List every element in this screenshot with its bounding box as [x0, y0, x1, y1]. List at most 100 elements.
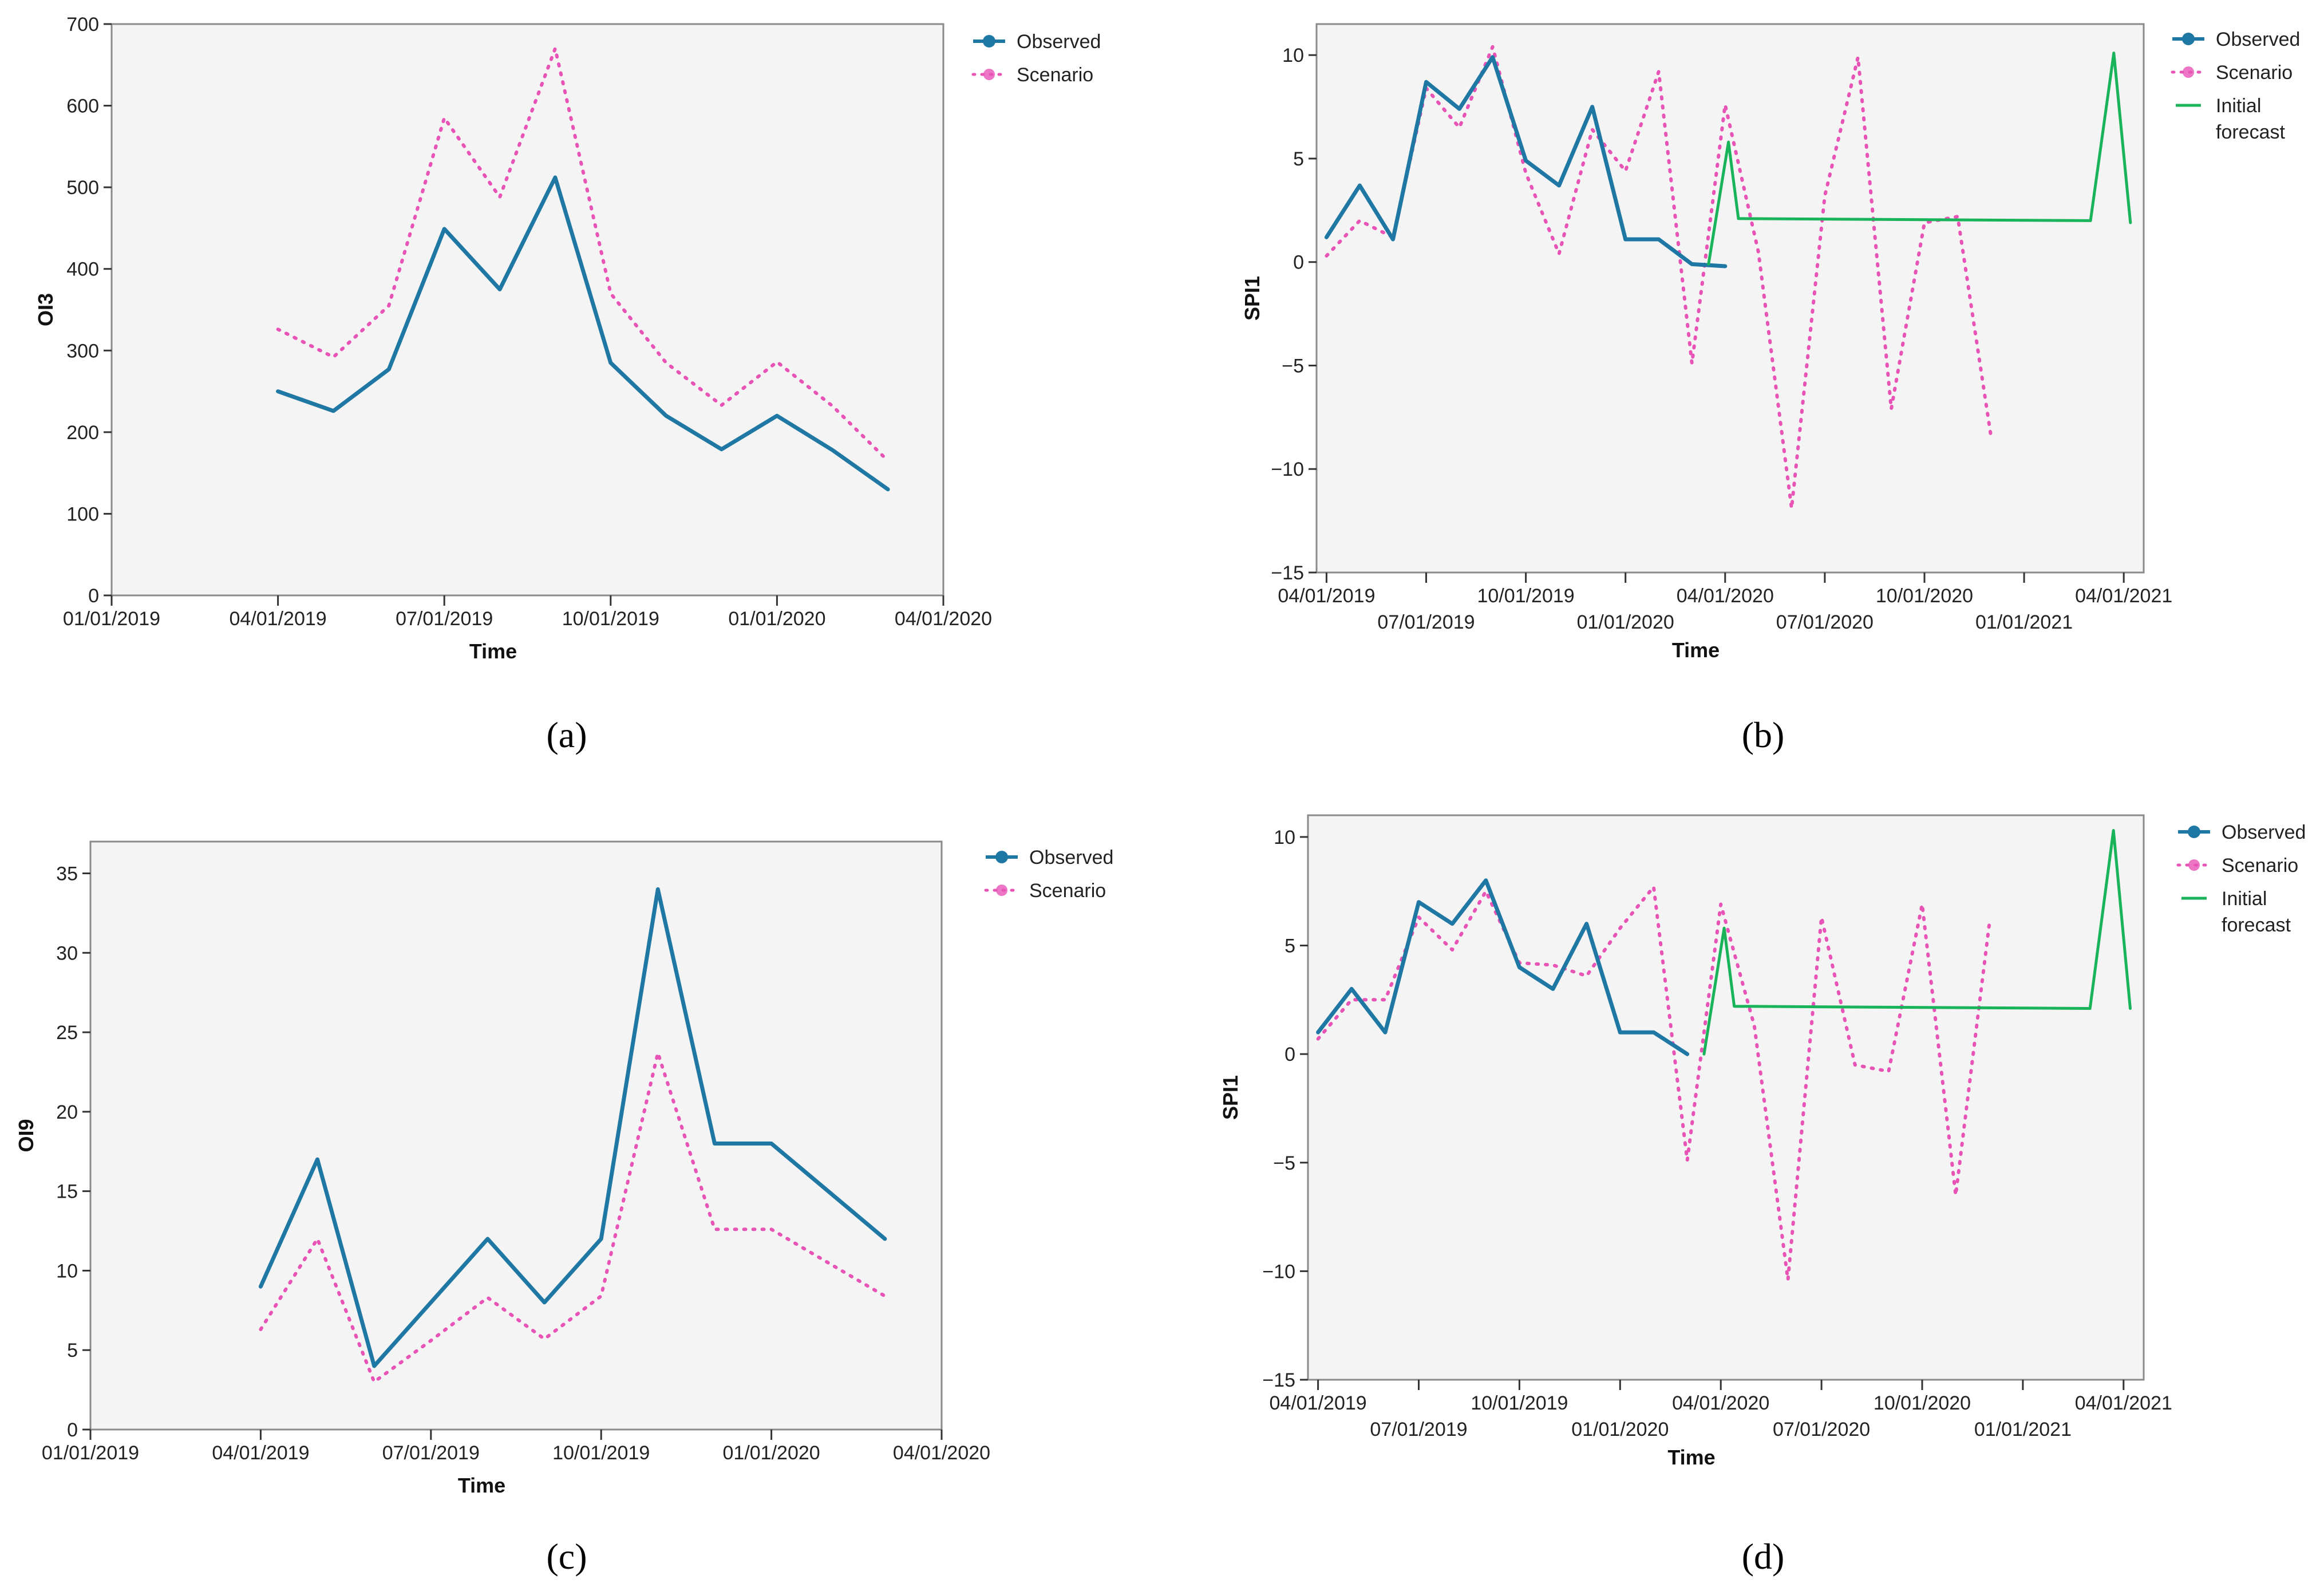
x-tick-label: 04/01/2021 — [2075, 585, 2172, 607]
y-tick-label: 5 — [1284, 935, 1295, 957]
x-tick-label: 01/01/2020 — [723, 1442, 820, 1464]
y-tick-label: 300 — [66, 340, 99, 362]
x-tick-label: 04/01/2019 — [1270, 1392, 1367, 1414]
x-tick-label: 07/01/2019 — [1377, 611, 1475, 633]
plot-area — [110, 23, 944, 597]
series-line-scenario — [276, 46, 890, 463]
x-axis-title: Time — [1672, 638, 1720, 662]
x-tick-label: 04/01/2020 — [893, 1442, 990, 1464]
y-tick-label: 35 — [56, 863, 78, 885]
y-tick-label: 30 — [56, 942, 78, 964]
y-tick-label: −15 — [1271, 562, 1304, 584]
legend-marker-observed — [2188, 826, 2200, 838]
legend-marker-scenario — [2183, 66, 2194, 78]
x-tick-label: 01/01/2021 — [1974, 1419, 2072, 1440]
plot-area — [1315, 23, 2145, 574]
y-tick-label: 5 — [67, 1340, 78, 1361]
legend-marker-scenario — [996, 885, 1007, 896]
legend-label-scenario: Scenario — [1017, 64, 1093, 86]
y-axis-title: SPI1 — [1219, 1075, 1242, 1120]
x-tick-label: 01/01/2020 — [728, 608, 825, 630]
series-line-observed — [258, 887, 887, 1368]
legend-label-observed: Observed — [2216, 29, 2300, 50]
x-tick-label: 01/01/2020 — [1577, 611, 1674, 633]
x-axis-title: Time — [469, 639, 517, 663]
y-tick-label: 200 — [66, 422, 99, 444]
y-tick-label: 10 — [56, 1260, 78, 1282]
series-line-initial-forecast — [1707, 52, 2132, 266]
x-tick-label: 04/01/2020 — [1677, 585, 1774, 607]
plot-area — [89, 840, 943, 1431]
x-tick-label: 04/01/2019 — [212, 1442, 309, 1464]
series-line-initial-forecast — [1702, 829, 2132, 1056]
x-tick-label: 07/01/2019 — [382, 1442, 480, 1464]
y-axis-title: OI3 — [34, 293, 57, 326]
legend-label-initial-forecast: Initial forecast — [2216, 95, 2285, 143]
x-tick-label: 04/01/2020 — [1672, 1392, 1769, 1414]
panel-c: 0 5 10 15 20 25 30 35 01/01/2019 04/01/2019 07/01/… — [14, 840, 1113, 1577]
x-axis-title: Time — [1667, 1446, 1715, 1469]
y-tick-label: 700 — [66, 14, 99, 35]
x-axis-title: Time — [458, 1474, 505, 1497]
legend-marker-scenario — [983, 69, 995, 80]
y-tick-label: 0 — [88, 585, 99, 607]
x-tick-label: 07/01/2020 — [1773, 1419, 1870, 1440]
legend-marker-observed — [983, 35, 995, 48]
y-tick-label: −15 — [1262, 1369, 1295, 1391]
y-tick-label: −5 — [1282, 355, 1304, 377]
series-line-scenario — [259, 1051, 887, 1384]
panel-b: −15−10−5051004/01/201907/01/201910/01/20… — [1240, 23, 2300, 755]
series-line-observed — [276, 175, 890, 492]
y-tick-label: 500 — [66, 177, 99, 199]
x-tick-label: 10/01/2019 — [1477, 585, 1575, 607]
series-line-observed — [1316, 878, 1690, 1056]
y-axis-title: OI9 — [14, 1119, 38, 1152]
x-tick-label: 01/01/2021 — [1975, 611, 2073, 633]
legend-label-scenario: Scenario — [1029, 880, 1106, 902]
y-tick-label: 5 — [1293, 148, 1304, 170]
x-tick-label: 10/01/2019 — [562, 608, 659, 630]
plot-area — [1307, 814, 2145, 1381]
y-tick-label: 0 — [1284, 1044, 1295, 1065]
legend-label-scenario: Scenario — [2222, 855, 2298, 877]
series-line-scenario — [1325, 45, 1993, 510]
legend-label-observed: Observed — [2222, 822, 2306, 843]
y-tick-label: 10 — [1282, 45, 1304, 66]
x-tick-label: 10/01/2020 — [1876, 585, 1973, 607]
y-tick-label: 15 — [56, 1181, 78, 1203]
x-tick-label: 04/01/2020 — [895, 608, 992, 630]
y-tick-label: −10 — [1262, 1261, 1295, 1282]
y-tick-label: 20 — [56, 1102, 78, 1123]
x-tick-label: 04/01/2019 — [1278, 585, 1375, 607]
x-tick-label: 01/01/2019 — [63, 608, 160, 630]
x-tick-label: 04/01/2021 — [2075, 1392, 2172, 1414]
x-tick-label: 07/01/2019 — [1370, 1419, 1467, 1440]
panel-label: (a) — [546, 714, 587, 755]
legend-label-observed: Observed — [1029, 847, 1113, 868]
x-tick-label: 10/01/2019 — [552, 1442, 650, 1464]
y-tick-label: −10 — [1271, 459, 1304, 480]
legend-marker-observed — [2182, 33, 2195, 45]
legend-label-scenario: Scenario — [2216, 62, 2293, 84]
x-tick-label: 07/01/2019 — [396, 608, 493, 630]
legend-marker-observed — [995, 851, 1008, 863]
x-tick-label: 04/01/2019 — [230, 608, 327, 630]
legend-label-observed: Observed — [1017, 31, 1101, 53]
legend-label-initial-forecast: Initial forecast — [2222, 888, 2291, 936]
panel-label: (b) — [1742, 714, 1785, 755]
panel-a: 0 100 200 300 400 500 600 700 01/01/2019 04/01/20… — [34, 14, 1101, 755]
series-line-observed — [1324, 55, 1728, 269]
y-tick-label: 10 — [1274, 827, 1295, 848]
panel-d: −15−10−5051004/01/201907/01/201910/01/20… — [1219, 814, 2306, 1577]
y-tick-label: 25 — [56, 1022, 78, 1044]
panel-label: (d) — [1742, 1536, 1785, 1577]
x-tick-label: 07/01/2020 — [1776, 611, 1874, 633]
panel-label: (c) — [546, 1536, 587, 1577]
y-tick-label: 400 — [66, 259, 99, 281]
y-axis-title: SPI1 — [1240, 276, 1264, 321]
x-tick-label: 01/01/2019 — [42, 1442, 139, 1464]
series-line-scenario — [1316, 885, 1991, 1282]
x-tick-label: 10/01/2020 — [1874, 1392, 1971, 1414]
x-tick-label: 01/01/2020 — [1571, 1419, 1669, 1440]
x-tick-label: 10/01/2019 — [1471, 1392, 1568, 1414]
